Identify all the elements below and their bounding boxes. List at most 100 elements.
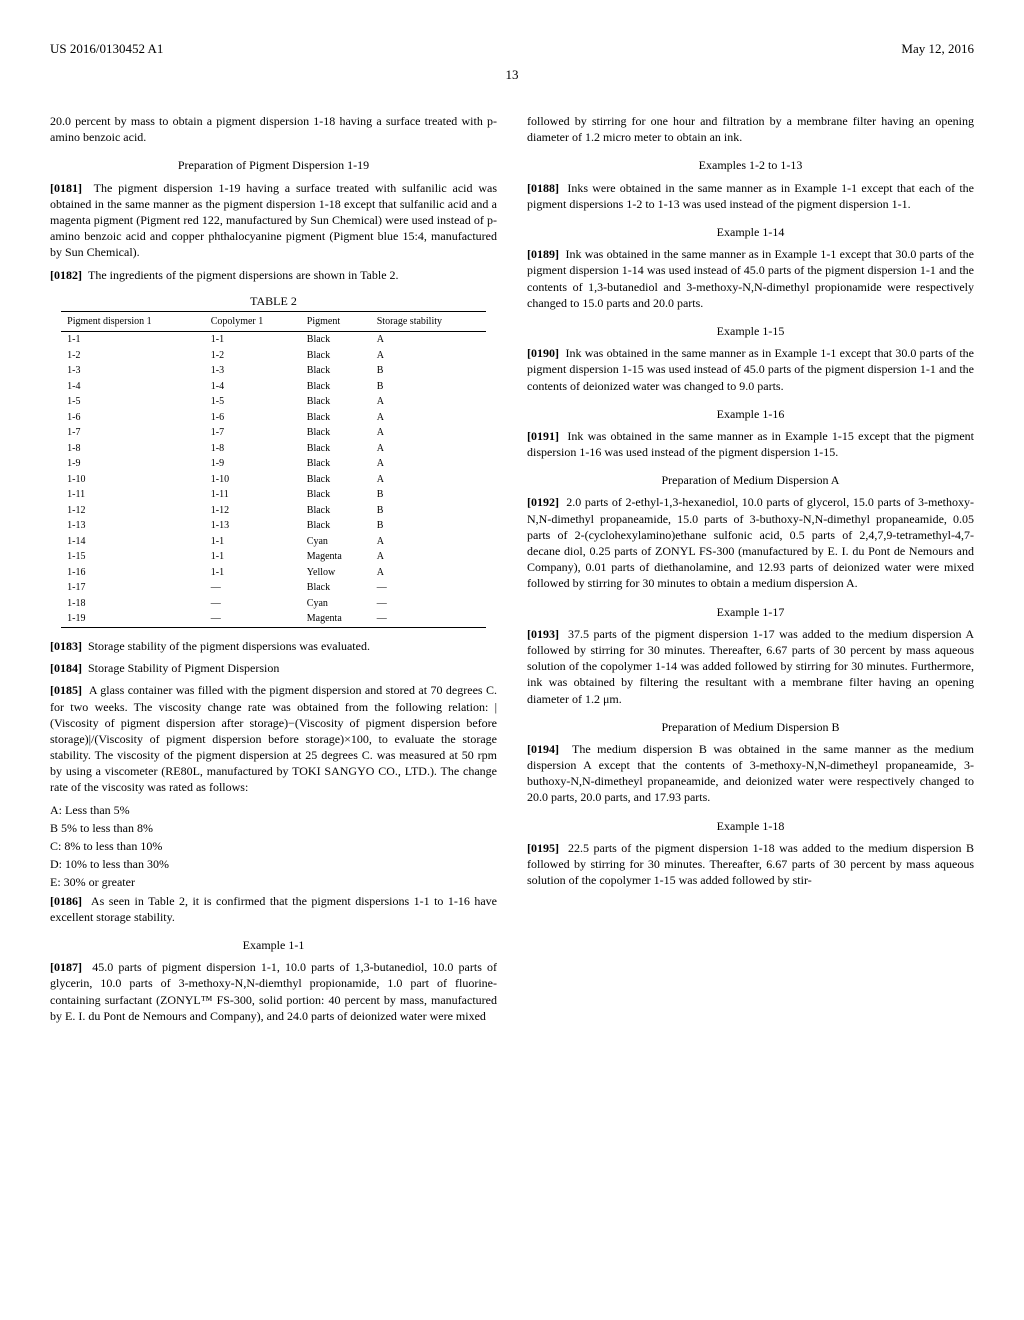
table-body: 1-11-1BlackA1-21-2BlackA1-31-3BlackB1-41… [61, 332, 486, 628]
table-2-label: TABLE 2 [50, 293, 497, 309]
para-num-0191: [0191] [527, 429, 559, 443]
para-num-0195: [0195] [527, 841, 559, 855]
table-header-3: Storage stability [371, 311, 486, 332]
table-cell: A [371, 441, 486, 457]
table-cell: 1-16 [61, 565, 205, 581]
publication-number: US 2016/0130452 A1 [50, 40, 163, 58]
table-cell: A [371, 425, 486, 441]
table-cell: A [371, 472, 486, 488]
para-num-0190: [0190] [527, 346, 559, 360]
para-0186: [0186] As seen in Table 2, it is confirm… [50, 893, 497, 925]
table-header-0: Pigment dispersion 1 [61, 311, 205, 332]
table-cell: Cyan [301, 534, 371, 550]
table-cell: 1-5 [205, 394, 301, 410]
table-row: 1-19—Magenta— [61, 611, 486, 627]
para-text-0195: 22.5 parts of the pigment dispersion 1-1… [527, 841, 974, 887]
heading-ex-1-16: Example 1-16 [527, 406, 974, 422]
para-continuation: 20.0 percent by mass to obtain a pigment… [50, 113, 497, 145]
table-cell: A [371, 410, 486, 426]
table-cell: 1-3 [205, 363, 301, 379]
table-row: 1-81-8BlackA [61, 441, 486, 457]
table-row: 1-61-6BlackA [61, 410, 486, 426]
table-cell: A [371, 534, 486, 550]
para-text-0193: 37.5 parts of the pigment dispersion 1-1… [527, 627, 974, 706]
table-cell: — [205, 611, 301, 627]
para-num-0187: [0187] [50, 960, 82, 974]
para-0187: [0187] 45.0 parts of pigment dispersion … [50, 959, 497, 1024]
para-num-0192: [0192] [527, 495, 559, 509]
table-cell: 1-10 [205, 472, 301, 488]
para-0194: [0194] The medium dispersion B was obtai… [527, 741, 974, 806]
table-row: 1-111-11BlackB [61, 487, 486, 503]
table-cell: 1-6 [205, 410, 301, 426]
table-cell: 1-1 [205, 565, 301, 581]
table-cell: 1-2 [205, 348, 301, 364]
table-row: 1-11-1BlackA [61, 332, 486, 348]
table-cell: Magenta [301, 549, 371, 565]
table-cell: 1-5 [61, 394, 205, 410]
table-cell: 1-19 [61, 611, 205, 627]
table-cell: 1-17 [61, 580, 205, 596]
table-cell: 1-2 [61, 348, 205, 364]
para-num-0193: [0193] [527, 627, 559, 641]
table-cell: 1-4 [205, 379, 301, 395]
table-cell: Cyan [301, 596, 371, 612]
table-cell: 1-14 [61, 534, 205, 550]
para-text-0189: Ink was obtained in the same manner as i… [527, 247, 974, 310]
table-row: 1-41-4BlackB [61, 379, 486, 395]
para-0192: [0192] 2.0 parts of 2-ethyl-1,3-hexanedi… [527, 494, 974, 591]
table-row: 1-31-3BlackB [61, 363, 486, 379]
table-row: 1-151-1MagentaA [61, 549, 486, 565]
table-cell: Black [301, 332, 371, 348]
para-num-0194: [0194] [527, 742, 559, 756]
para-0184: [0184] Storage Stability of Pigment Disp… [50, 660, 497, 676]
para-num-0184: [0184] [50, 661, 82, 675]
para-0189: [0189] Ink was obtained in the same mann… [527, 246, 974, 311]
para-num-0185: [0185] [50, 683, 82, 697]
table-cell: Black [301, 379, 371, 395]
table-cell: 1-12 [205, 503, 301, 519]
table-cell: A [371, 394, 486, 410]
rating-line: D: 10% to less than 30% [50, 856, 497, 872]
table-header-2: Pigment [301, 311, 371, 332]
table-cell: — [371, 596, 486, 612]
heading-med-disp-a: Preparation of Medium Dispersion A [527, 472, 974, 488]
para-0188: [0188] Inks were obtained in the same ma… [527, 180, 974, 212]
para-0181: [0181] The pigment dispersion 1-19 havin… [50, 180, 497, 261]
table-cell: Black [301, 410, 371, 426]
table-cell: Yellow [301, 565, 371, 581]
table-cell: 1-8 [61, 441, 205, 457]
heading-ex-1-18: Example 1-18 [527, 818, 974, 834]
para-text-0181: The pigment dispersion 1-19 having a sur… [50, 181, 497, 260]
table-cell: A [371, 549, 486, 565]
heading-ex-1-17: Example 1-17 [527, 604, 974, 620]
table-cell: — [205, 580, 301, 596]
table-cell: B [371, 363, 486, 379]
table-cell: B [371, 379, 486, 395]
rating-line: C: 8% to less than 10% [50, 838, 497, 854]
table-row: 1-101-10BlackA [61, 472, 486, 488]
para-text-0187: 45.0 parts of pigment dispersion 1-1, 10… [50, 960, 497, 1023]
para-num-0182: [0182] [50, 268, 82, 282]
table-cell: 1-9 [205, 456, 301, 472]
table-cell: 1-3 [61, 363, 205, 379]
table-cell: Black [301, 580, 371, 596]
content-columns: 20.0 percent by mass to obtain a pigment… [50, 113, 974, 1030]
para-continuation-r: followed by stirring for one hour and fi… [527, 113, 974, 145]
table-cell: 1-13 [61, 518, 205, 534]
para-0183: [0183] Storage stability of the pigment … [50, 638, 497, 654]
table-cell: 1-6 [61, 410, 205, 426]
table-cell: Black [301, 441, 371, 457]
table-cell: 1-1 [205, 332, 301, 348]
para-text-0192: 2.0 parts of 2-ethyl-1,3-hexanediol, 10.… [527, 495, 974, 590]
table-row: 1-131-13BlackB [61, 518, 486, 534]
para-text-0194: The medium dispersion B was obtained in … [527, 742, 974, 805]
para-text-0188: Inks were obtained in the same manner as… [527, 181, 974, 211]
page-number: 13 [50, 66, 974, 84]
table-cell: 1-11 [205, 487, 301, 503]
right-column: followed by stirring for one hour and fi… [527, 113, 974, 1030]
table-cell: A [371, 565, 486, 581]
table-cell: B [371, 487, 486, 503]
para-num-0186: [0186] [50, 894, 82, 908]
rating-line: A: Less than 5% [50, 802, 497, 818]
